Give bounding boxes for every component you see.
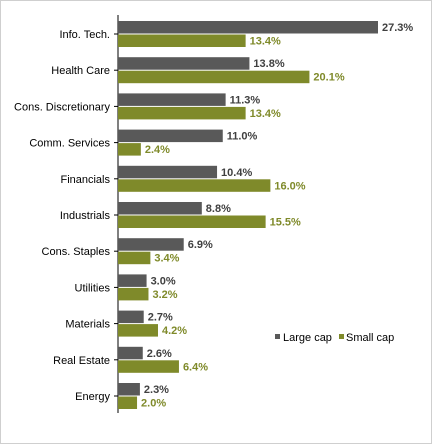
category-label-info-tech: Info. Tech. — [59, 29, 110, 41]
value-label-large-cap-materials: 2.7% — [148, 312, 173, 324]
bar-small-cap-materials — [118, 324, 158, 337]
category-label-utilities: Utilities — [75, 282, 111, 294]
bar-small-cap-financials — [118, 179, 271, 192]
value-label-large-cap-cons-discretionary: 11.3% — [230, 94, 261, 106]
bar-small-cap-utilities — [118, 287, 149, 301]
category-label-cons-staples: Cons. Staples — [42, 246, 111, 258]
bar-large-cap-utilities — [118, 274, 147, 287]
value-label-large-cap-comm-services: 11.0% — [227, 131, 258, 143]
value-label-large-cap-info-tech: 27.3% — [382, 22, 413, 34]
category-axis-layer: Info. Tech. Health Care Cons. Discretionar… — [14, 29, 118, 403]
value-label-small-cap-comm-services: 2.4% — [145, 144, 170, 156]
legend-label-large-cap: Large cap — [283, 332, 332, 344]
bar-large-cap-real-estate — [118, 346, 143, 360]
value-label-small-cap-utilities: 3.2% — [152, 289, 177, 301]
bar-small-cap-real-estate — [118, 360, 179, 373]
value-label-small-cap-financials: 16.0% — [274, 180, 305, 192]
value-label-large-cap-energy: 2.3% — [144, 384, 169, 396]
legend: Large cap Small cap — [275, 332, 394, 344]
category-label-health-care: Health Care — [51, 65, 110, 77]
category-label-energy: Energy — [75, 391, 110, 403]
legend-swatch-large-cap — [275, 334, 280, 339]
bar-large-cap-info-tech — [118, 21, 378, 34]
bar-large-cap-health-care — [118, 57, 250, 70]
value-label-large-cap-industrials: 8.8% — [206, 203, 231, 215]
value-label-large-cap-health-care: 13.8% — [253, 58, 284, 70]
value-label-small-cap-cons-discretionary: 13.4% — [250, 108, 281, 120]
bar-large-cap-industrials — [118, 202, 202, 215]
value-label-large-cap-utilities: 3.0% — [151, 275, 176, 287]
value-label-large-cap-real-estate: 2.6% — [147, 348, 172, 360]
bar-small-cap-energy — [118, 396, 138, 409]
value-label-small-cap-info-tech: 13.4% — [250, 36, 281, 48]
bar-small-cap-industrials — [118, 215, 266, 228]
value-label-small-cap-cons-staples: 3.4% — [154, 253, 179, 265]
category-label-industrials: Industrials — [60, 210, 111, 222]
bar-large-cap-cons-discretionary — [118, 93, 226, 106]
bar-small-cap-cons-discretionary — [118, 106, 246, 120]
value-label-small-cap-health-care: 20.1% — [313, 72, 344, 84]
bar-small-cap-health-care — [118, 70, 310, 84]
legend-swatch-small-cap — [339, 334, 344, 339]
bar-small-cap-cons-staples — [118, 251, 151, 265]
category-label-comm-services: Comm. Services — [29, 138, 110, 150]
value-label-large-cap-cons-staples: 6.9% — [188, 239, 213, 251]
bar-large-cap-financials — [118, 165, 218, 179]
value-label-small-cap-materials: 4.2% — [162, 325, 187, 337]
bars-layer: 27.3% 13.4% 13.8% 20.1% 11.3% 13.4% 11.0% 2.4% 1… — [118, 21, 413, 410]
legend-label-small-cap: Small cap — [346, 332, 394, 344]
bar-large-cap-materials — [118, 310, 144, 324]
bar-small-cap-info-tech — [118, 34, 246, 47]
category-label-financials: Financials — [60, 174, 110, 186]
value-label-large-cap-financials: 10.4% — [221, 167, 252, 179]
bar-large-cap-comm-services — [118, 129, 223, 143]
value-label-small-cap-energy: 2.0% — [141, 398, 166, 410]
category-label-cons-discretionary: Cons. Discretionary — [14, 101, 110, 113]
category-label-real-estate: Real Estate — [53, 355, 110, 367]
value-label-small-cap-industrials: 15.5% — [270, 217, 301, 229]
bar-large-cap-energy — [118, 383, 140, 396]
value-label-small-cap-real-estate: 6.4% — [183, 361, 208, 373]
category-label-materials: Materials — [65, 319, 110, 331]
bar-small-cap-comm-services — [118, 143, 141, 156]
bar-large-cap-cons-staples — [118, 238, 184, 251]
